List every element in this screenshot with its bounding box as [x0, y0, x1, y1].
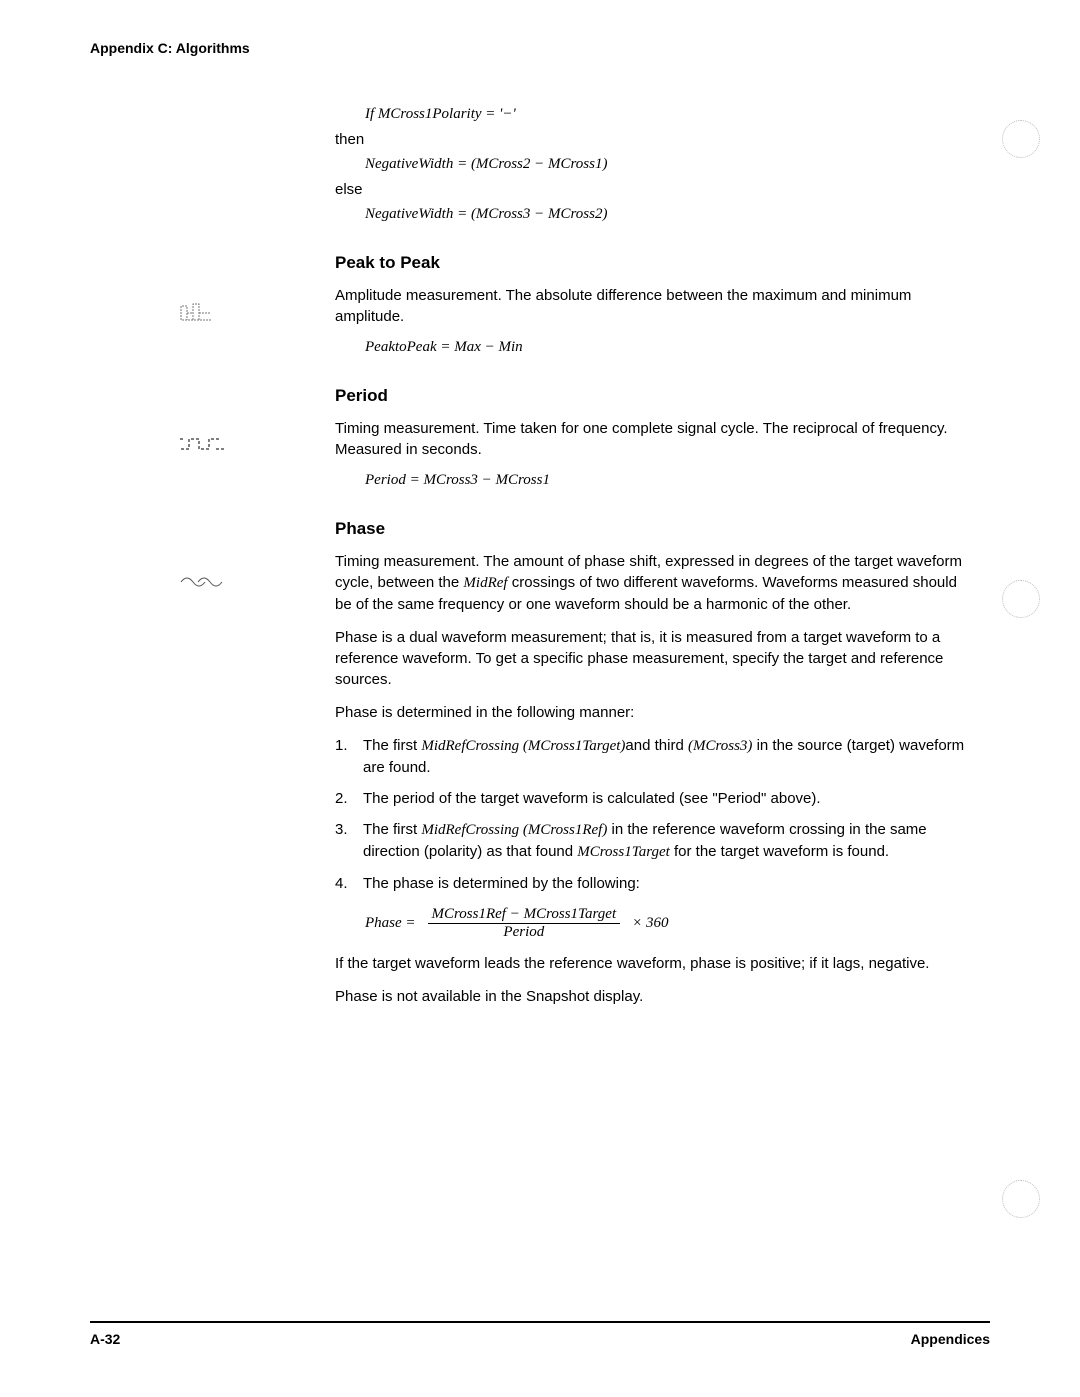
negative-width-1: NegativeWidth = (MCross2 − MCross1): [365, 156, 970, 173]
list-number: 1.: [335, 735, 363, 778]
phase-formula: Phase = MCross1Ref − MCross1Target Perio…: [365, 906, 970, 941]
period-heading: Period: [335, 386, 970, 406]
formula-lhs: Phase =: [365, 915, 416, 932]
term: MidRefCrossing (MCross1Ref): [421, 822, 607, 838]
text: for the target waveform is found.: [670, 843, 889, 860]
main-content: If MCross1Polarity = '−' then NegativeWi…: [335, 106, 970, 1007]
page-number: A-32: [90, 1331, 120, 1347]
term: MCross1Target: [577, 844, 670, 860]
list-number: 3.: [335, 819, 363, 863]
text: The period of the target waveform is cal…: [363, 788, 821, 809]
negative-width-2: NegativeWidth = (MCross3 − MCross2): [365, 206, 970, 223]
then-keyword: then: [335, 131, 970, 148]
text: and third: [625, 737, 688, 754]
list-number: 2.: [335, 788, 363, 809]
phase-para-5: Phase is not available in the Snapshot d…: [335, 986, 970, 1007]
text: The first: [363, 821, 421, 838]
list-item: 3. The first MidRefCrossing (MCross1Ref)…: [335, 819, 970, 863]
phase-para-4: If the target waveform leads the referen…: [335, 953, 970, 974]
fraction-denominator: Period: [499, 924, 548, 941]
peak-description: Amplitude measurement. The absolute diff…: [335, 285, 970, 327]
list-item: 4. The phase is determined by the follow…: [335, 873, 970, 894]
list-item: 2. The period of the target waveform is …: [335, 788, 970, 809]
peak-formula: PeaktoPeak = Max − Min: [365, 339, 970, 356]
formula-tail: × 360: [632, 915, 668, 932]
phase-steps-list: 1. The first MidRefCrossing (MCross1Targ…: [335, 735, 970, 894]
fraction-numerator: MCross1Ref − MCross1Target: [428, 906, 621, 924]
peak-to-peak-icon: [180, 302, 224, 327]
punch-hole-icon: [1002, 580, 1040, 618]
footer-section: Appendices: [911, 1331, 990, 1347]
page-footer: A-32 Appendices: [90, 1321, 990, 1347]
punch-hole-icon: [1002, 120, 1040, 158]
peak-heading: Peak to Peak: [335, 253, 970, 273]
midref-term: MidRef: [463, 575, 507, 591]
list-item: 1. The first MidRefCrossing (MCross1Targ…: [335, 735, 970, 778]
phase-icon: [180, 572, 230, 596]
fraction: MCross1Ref − MCross1Target Period: [428, 906, 621, 941]
term: (MCross3): [688, 738, 752, 754]
term: MidRefCrossing (MCross1Target): [421, 738, 625, 754]
punch-hole-icon: [1002, 1180, 1040, 1218]
phase-para-3: Phase is determined in the following man…: [335, 702, 970, 723]
phase-para-1: Timing measurement. The amount of phase …: [335, 551, 970, 615]
period-icon: [180, 434, 228, 458]
if-clause: If MCross1Polarity = '−': [365, 106, 970, 123]
text: The phase is determined by the following…: [363, 873, 640, 894]
phase-para-2: Phase is a dual waveform measurement; th…: [335, 627, 970, 690]
text: The first: [363, 737, 421, 754]
phase-heading: Phase: [335, 519, 970, 539]
appendix-header: Appendix C: Algorithms: [90, 40, 990, 56]
period-formula: Period = MCross3 − MCross1: [365, 472, 970, 489]
period-description: Timing measurement. Time taken for one c…: [335, 418, 970, 460]
else-keyword: else: [335, 181, 970, 198]
list-number: 4.: [335, 873, 363, 894]
